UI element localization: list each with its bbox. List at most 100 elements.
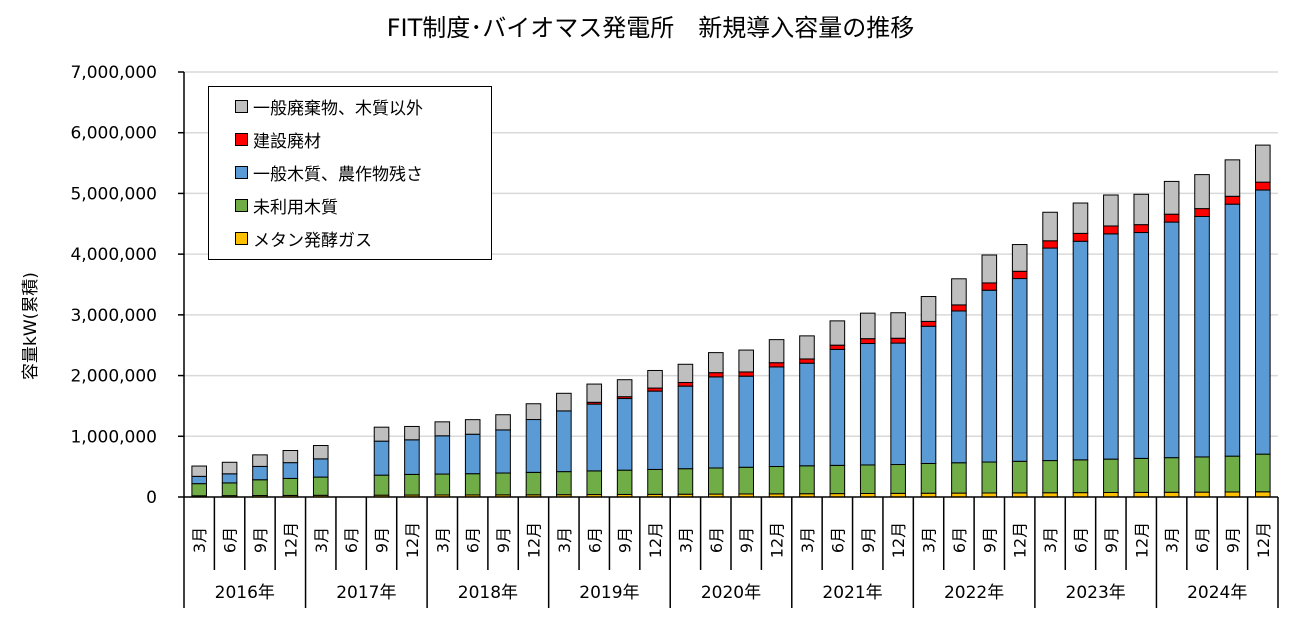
bar-segment bbox=[799, 465, 815, 495]
y-tick-label: 0 bbox=[146, 488, 157, 508]
x-month-label: 3月 bbox=[676, 527, 695, 553]
y-tick-labels: 0 1,000,000 2,000,000 3,000,000 4,000,000 5,0… bbox=[70, 63, 157, 508]
bar-segment bbox=[1011, 460, 1028, 494]
bar-segment bbox=[373, 426, 390, 442]
bar-segment bbox=[434, 421, 451, 437]
bar-segment bbox=[1133, 457, 1150, 493]
bar-segment bbox=[464, 473, 481, 496]
bar-segment bbox=[799, 358, 815, 364]
legend-item-general-wood: 一般木質、農作物残さ bbox=[235, 161, 423, 185]
bar-segment bbox=[708, 352, 724, 374]
bar-segment bbox=[859, 312, 876, 340]
x-month-label: 12月 bbox=[1254, 522, 1273, 558]
x-month-label: 3月 bbox=[1041, 527, 1060, 553]
bar-segment bbox=[525, 471, 542, 496]
x-month-label: 3月 bbox=[1163, 527, 1182, 553]
bar-segment bbox=[586, 470, 603, 496]
y-tick-label: 4,000,000 bbox=[70, 245, 157, 265]
bar-segment bbox=[1103, 458, 1119, 494]
bar-segment bbox=[404, 473, 420, 496]
bar-segment bbox=[1042, 247, 1058, 462]
bar-segment bbox=[1103, 194, 1119, 227]
bar-segment bbox=[829, 464, 846, 495]
bar-segment bbox=[829, 348, 846, 466]
x-year-label: 2023年 bbox=[1066, 583, 1126, 603]
chart-title: FIT制度･バイオマス発電所 新規導入容量の推移 bbox=[386, 14, 915, 42]
bar-segment bbox=[981, 461, 998, 494]
bar-segment bbox=[1224, 203, 1241, 457]
bar-segment bbox=[890, 337, 906, 344]
bar-segment bbox=[1163, 457, 1180, 493]
x-year-label: 2022年 bbox=[944, 583, 1004, 603]
bar-segment bbox=[677, 385, 694, 470]
bar-segment bbox=[647, 390, 663, 470]
y-tick-label: 5,000,000 bbox=[70, 184, 157, 204]
x-month-label: 3月 bbox=[190, 527, 209, 553]
y-tick-label: 2,000,000 bbox=[70, 367, 157, 387]
legend-swatch-methane-gas bbox=[235, 231, 248, 245]
bar-segment bbox=[951, 462, 967, 494]
bar-segment bbox=[434, 473, 451, 496]
x-month-label: 9月 bbox=[494, 527, 513, 553]
x-month-label: 3月 bbox=[798, 527, 817, 553]
bar-segment bbox=[859, 343, 876, 466]
bar-segment bbox=[1194, 208, 1210, 218]
bar-segment bbox=[556, 471, 572, 496]
legend-label-other-waste: 一般廃棄物、木質以外 bbox=[253, 98, 423, 119]
legend-label-unused-wood: 未利用木質 bbox=[253, 197, 338, 218]
x-month-label: 6月 bbox=[1193, 527, 1212, 553]
x-month-label: 12月 bbox=[524, 522, 543, 558]
bar-segment bbox=[373, 440, 390, 476]
bar-segment bbox=[252, 479, 268, 497]
y-tick-label: 6,000,000 bbox=[70, 124, 157, 144]
bar-segment bbox=[586, 403, 603, 472]
bar-segment bbox=[1194, 216, 1210, 458]
x-month-label: 9月 bbox=[980, 527, 999, 553]
bar-segment bbox=[768, 339, 785, 364]
legend-label-methane-gas: メタン発酵ガス bbox=[253, 230, 372, 251]
y-tick-label: 1,000,000 bbox=[70, 427, 157, 447]
bar-segment bbox=[1194, 456, 1210, 493]
x-month-label: 6月 bbox=[828, 527, 847, 553]
bar-segment bbox=[616, 379, 633, 398]
bar-segment bbox=[282, 449, 299, 464]
y-axis-label: 容量kW(累積) bbox=[21, 272, 41, 380]
bar-segment bbox=[647, 369, 663, 389]
bar-segment bbox=[920, 296, 937, 322]
bar-segment bbox=[464, 419, 481, 435]
bar-segment bbox=[556, 392, 572, 412]
bar-segment bbox=[1224, 159, 1241, 197]
x-month-label: 6月 bbox=[1071, 527, 1090, 553]
legend-label-general-wood: 一般木質、農作物残さ bbox=[253, 164, 423, 185]
bar-segment bbox=[1103, 233, 1119, 460]
bar-segment bbox=[1163, 213, 1180, 223]
bar-segment bbox=[951, 310, 967, 464]
x-month-label: 6月 bbox=[221, 527, 240, 553]
bar-segment bbox=[647, 468, 663, 495]
x-year-label: 2017年 bbox=[336, 583, 396, 603]
x-month-label: 3月 bbox=[555, 527, 574, 553]
bar-segment bbox=[1011, 270, 1028, 280]
x-month-label: 12月 bbox=[281, 522, 300, 558]
bar-segment bbox=[920, 462, 937, 494]
bar-segment bbox=[677, 468, 694, 495]
bar-segment bbox=[708, 372, 724, 378]
bar-segment bbox=[191, 465, 207, 477]
legend-swatch-unused-wood bbox=[235, 198, 248, 212]
x-year-label: 2024年 bbox=[1187, 583, 1247, 603]
bar-segment bbox=[1224, 195, 1241, 205]
bar-segment bbox=[1255, 144, 1271, 183]
bar-segment bbox=[768, 366, 785, 468]
bar-segment bbox=[1103, 225, 1119, 235]
bar-segment bbox=[981, 254, 998, 284]
bar-segment bbox=[191, 483, 207, 497]
legend-swatch-general-wood bbox=[235, 165, 248, 179]
x-month-label: 12月 bbox=[1011, 522, 1030, 558]
x-month-label: 9月 bbox=[1223, 527, 1242, 553]
x-month-label: 12月 bbox=[1132, 522, 1151, 558]
bar-segment bbox=[312, 476, 329, 496]
bar-segment bbox=[252, 454, 268, 467]
bar-segment bbox=[768, 362, 785, 368]
bar-segment bbox=[1255, 453, 1271, 493]
